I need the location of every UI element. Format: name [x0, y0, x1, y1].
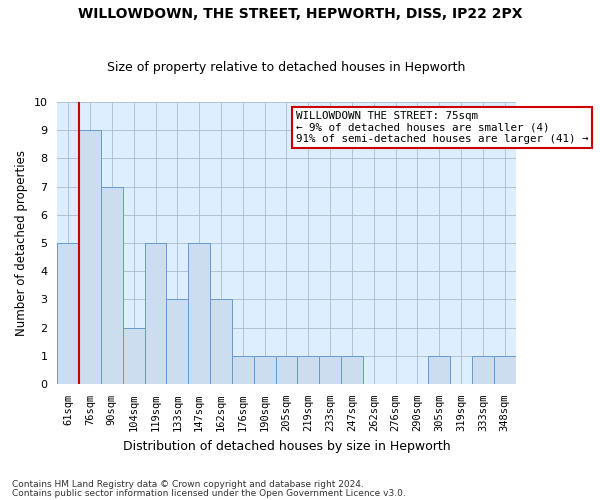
- Bar: [298, 356, 319, 384]
- Y-axis label: Number of detached properties: Number of detached properties: [15, 150, 28, 336]
- Text: WILLOWDOWN THE STREET: 75sqm
← 9% of detached houses are smaller (4)
91% of semi: WILLOWDOWN THE STREET: 75sqm ← 9% of det…: [296, 110, 588, 144]
- Bar: [101, 186, 123, 384]
- Bar: [275, 356, 298, 384]
- X-axis label: Distribution of detached houses by size in Hepworth: Distribution of detached houses by size …: [122, 440, 451, 452]
- Text: WILLOWDOWN, THE STREET, HEPWORTH, DISS, IP22 2PX: WILLOWDOWN, THE STREET, HEPWORTH, DISS, …: [78, 8, 522, 22]
- Bar: [232, 356, 254, 384]
- Bar: [79, 130, 101, 384]
- Bar: [319, 356, 341, 384]
- Bar: [188, 243, 210, 384]
- Bar: [494, 356, 515, 384]
- Bar: [57, 243, 79, 384]
- Bar: [123, 328, 145, 384]
- Bar: [341, 356, 363, 384]
- Bar: [428, 356, 450, 384]
- Title: Size of property relative to detached houses in Hepworth: Size of property relative to detached ho…: [107, 62, 466, 74]
- Text: Contains HM Land Registry data © Crown copyright and database right 2024.: Contains HM Land Registry data © Crown c…: [12, 480, 364, 489]
- Bar: [166, 300, 188, 384]
- Text: Contains public sector information licensed under the Open Government Licence v3: Contains public sector information licen…: [12, 489, 406, 498]
- Bar: [145, 243, 166, 384]
- Bar: [210, 300, 232, 384]
- Bar: [254, 356, 275, 384]
- Bar: [472, 356, 494, 384]
